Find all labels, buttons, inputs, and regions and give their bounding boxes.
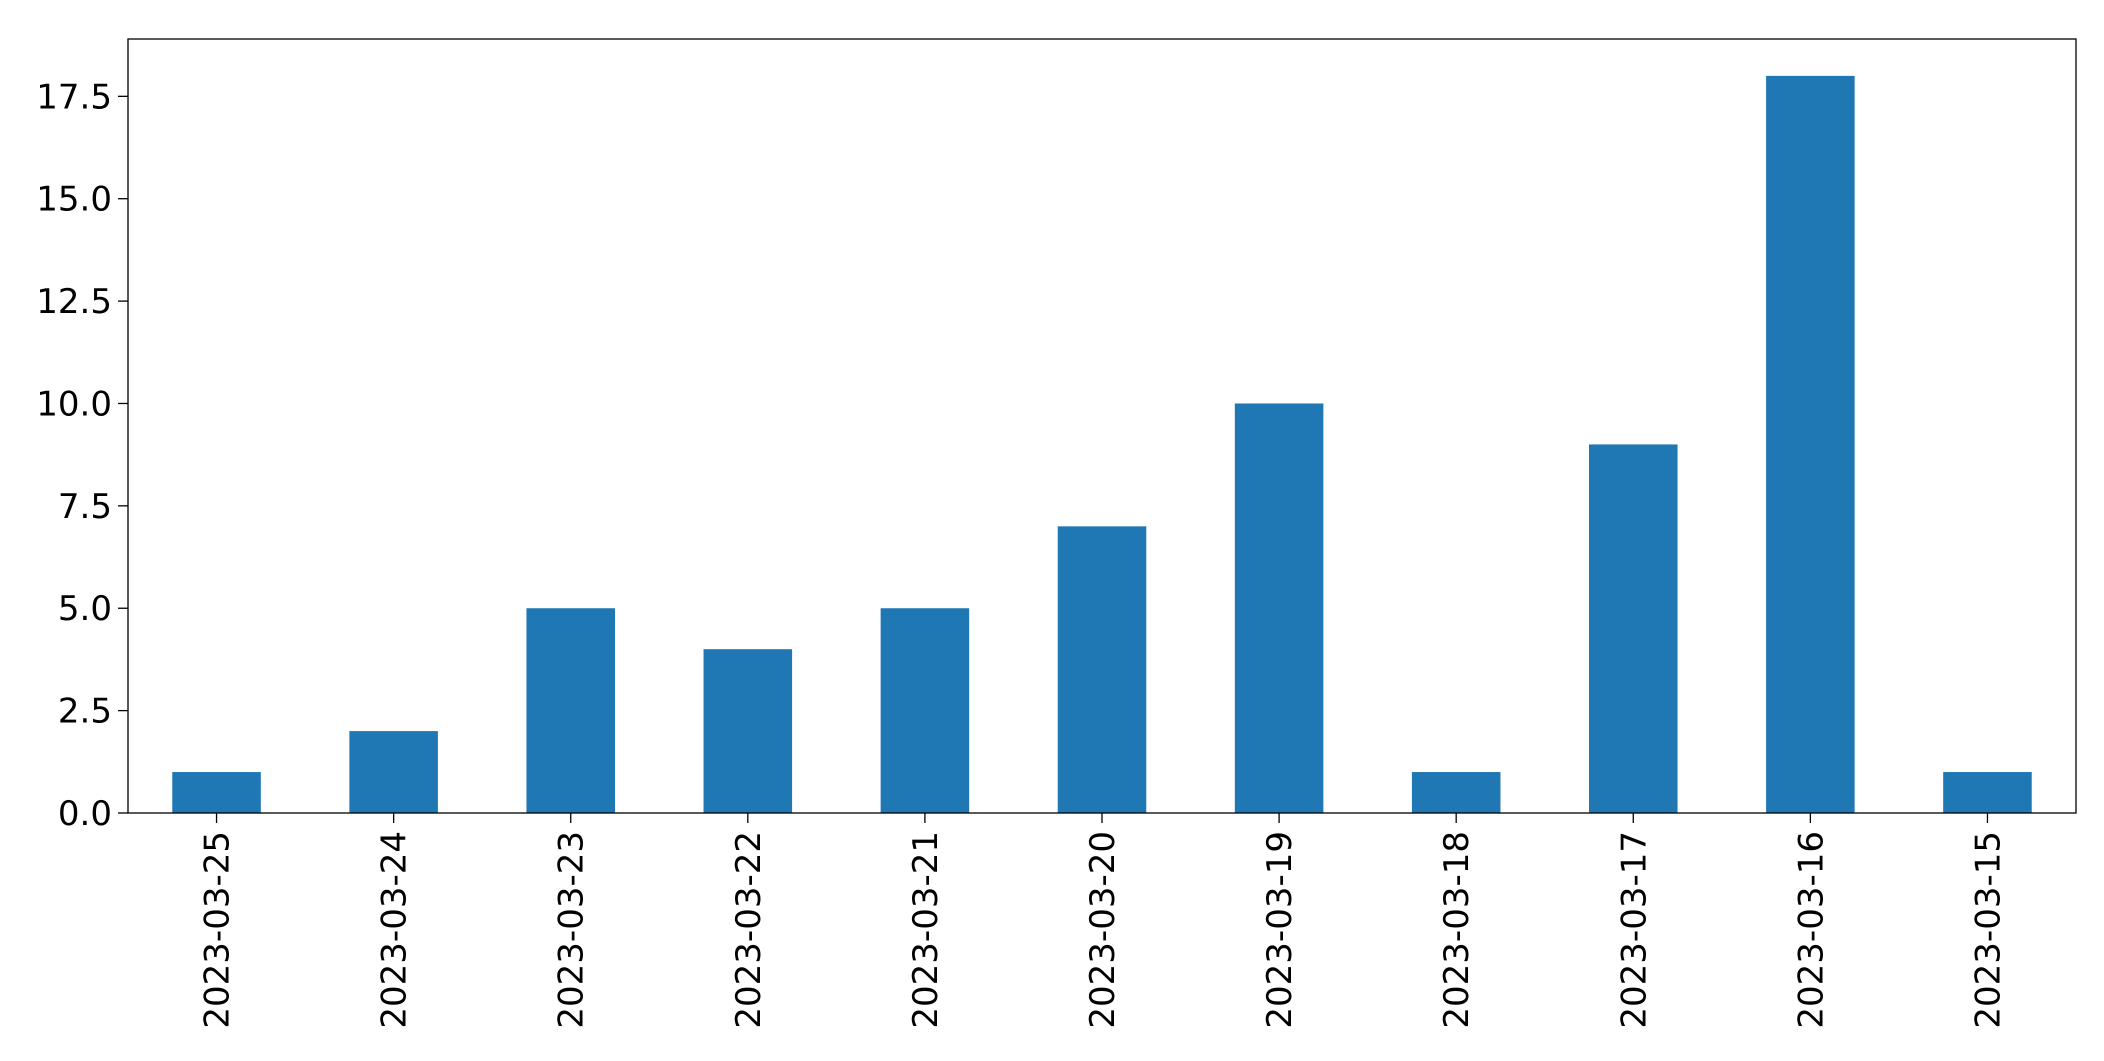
y-tick-label: 10.0 [36,384,112,424]
x-tick-label: 2023-03-21 [906,831,946,1029]
x-tick-label: 2023-03-20 [1083,831,1123,1029]
bar [172,772,261,813]
x-tick-label: 2023-03-25 [198,831,238,1029]
bar [1943,772,2032,813]
bar [1411,772,1501,813]
x-tick-label: 2023-03-22 [729,831,769,1029]
x-tick-label: 2023-03-24 [375,831,415,1029]
x-tick-label: 2023-03-19 [1260,831,1300,1029]
y-tick-label: 2.5 [58,692,112,732]
x-tick-label: 2023-03-17 [1614,831,1654,1029]
y-tick-label: 15.0 [36,180,112,220]
bar [1234,403,1324,813]
y-tick-label: 0.0 [58,794,112,834]
bar [1057,526,1147,813]
y-tick-label: 12.5 [36,282,112,322]
bar [1589,444,1678,813]
y-tick-label: 17.5 [36,77,112,117]
x-tick-label: 2023-03-15 [1968,831,2008,1029]
bar [1766,75,1855,814]
bar [703,649,793,813]
bar [526,608,615,813]
bar [349,731,438,813]
x-tick-label: 2023-03-16 [1791,831,1831,1029]
x-tick-label: 2023-03-18 [1437,831,1477,1029]
y-tick-label: 5.0 [58,589,112,629]
y-tick-label: 7.5 [58,487,112,527]
x-tick-label: 2023-03-23 [552,831,592,1029]
bar [880,608,970,813]
plot-frame [127,38,2077,814]
